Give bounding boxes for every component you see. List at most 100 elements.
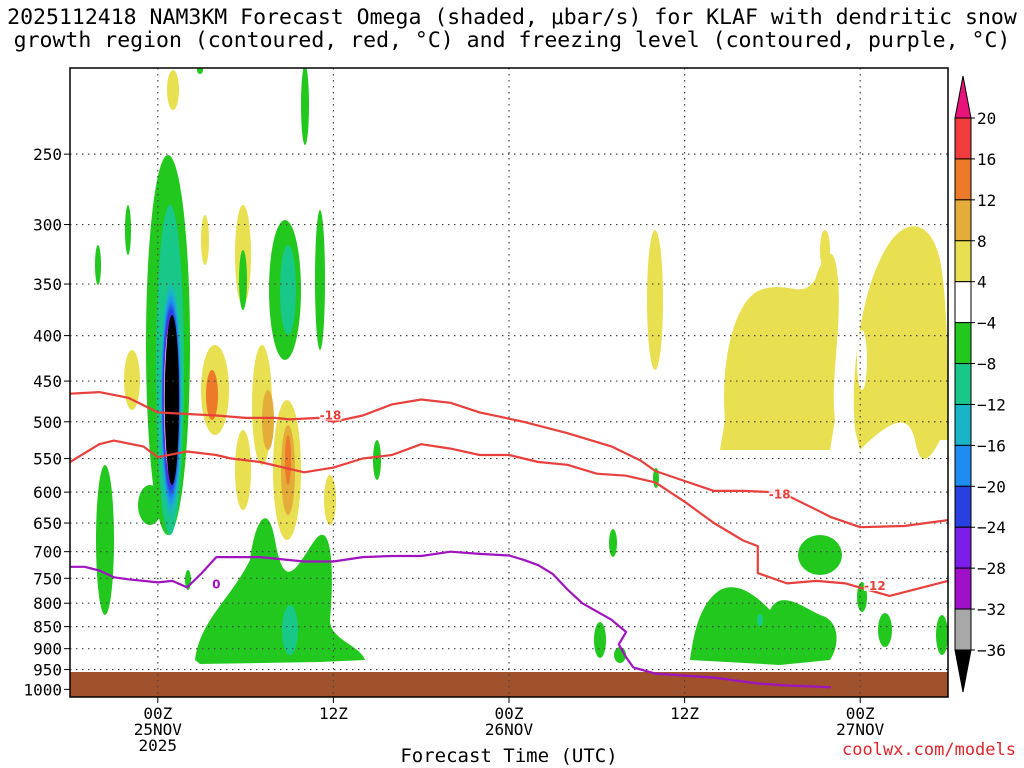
- contour-label: 0: [212, 577, 220, 591]
- colorbar-label: −12: [977, 395, 1006, 414]
- y-tick-label: 950: [33, 661, 62, 680]
- tan-patch: [262, 390, 274, 450]
- y-tick-label: 900: [33, 640, 62, 659]
- y-tick-label: 700: [33, 543, 62, 562]
- contour-labels: -18 -18 -12 0: [205, 407, 886, 593]
- colorbar-swatch: [954, 403, 972, 446]
- colorbar-swatch: [954, 199, 972, 242]
- green-patch: [315, 210, 325, 350]
- colorbar-bottom-arrow: [954, 649, 972, 693]
- colorbar-swatch: [954, 240, 972, 283]
- y-tick-label: 400: [33, 327, 62, 346]
- y-tick-label: 750: [33, 569, 62, 588]
- colorbar-label: 20: [977, 109, 996, 128]
- y-tick-label: 350: [33, 275, 62, 294]
- colorbar-label: 16: [977, 150, 996, 169]
- x-axis-label: Forecast Time (UTC): [400, 745, 618, 767]
- yellow-patch: [235, 430, 251, 510]
- colorbar: 20 16 12 8 4 −4 −8 −12 −16 −20 −24 −28 −32 −36: [954, 75, 1006, 693]
- y-tick-label: 550: [33, 450, 62, 469]
- green-patch: [301, 68, 309, 145]
- teal-patch: [282, 605, 298, 655]
- low-level-ascent: [690, 587, 837, 665]
- white-gap: [857, 330, 867, 390]
- yellow-patch: [647, 230, 663, 370]
- x-tick-label: 00Z: [495, 704, 524, 723]
- green-patch: [96, 465, 114, 615]
- contour-label-bg: [768, 486, 791, 500]
- colorbar-label: −24: [977, 518, 1006, 537]
- yellow-patch: [820, 230, 830, 270]
- colorbar-label: 12: [977, 191, 996, 210]
- teal-patch: [757, 614, 763, 626]
- green-patch: [878, 613, 892, 647]
- chart-title-line2: growth region (contoured, red, °C) and f…: [13, 28, 1011, 53]
- y-tick-label: 500: [33, 413, 62, 432]
- x-tick-year: 2025: [139, 736, 178, 755]
- x-tick-date: 25NOV: [134, 720, 183, 739]
- gridlines: [70, 68, 948, 697]
- green-patch: [197, 68, 203, 74]
- x-tick-date: 27NOV: [836, 720, 885, 739]
- colorbar-top-arrow: [954, 75, 972, 119]
- green-patch: [936, 615, 948, 655]
- colorbar-swatch: [954, 608, 972, 651]
- credit-text: coolwx.com/models: [842, 740, 1016, 760]
- y-tick-label: 1000: [23, 680, 62, 699]
- y-tick-label: 850: [33, 618, 62, 637]
- yellow-patch: [124, 350, 140, 410]
- yellow-patch: [201, 215, 209, 265]
- green-patch: [594, 622, 606, 658]
- colorbar-swatch: [954, 363, 972, 405]
- yellow-patch: [167, 70, 179, 110]
- x-tick-label: 00Z: [143, 704, 172, 723]
- colorbar-label: −8: [977, 355, 996, 374]
- green-patch: [95, 245, 101, 285]
- y-tick-label: 300: [33, 216, 62, 235]
- yellow-patch: [324, 475, 336, 525]
- colorbar-label: −4: [977, 314, 996, 333]
- contour-label-bg: [319, 407, 342, 421]
- x-tick-date: 26NOV: [485, 720, 534, 739]
- y-tick-label: 600: [33, 483, 62, 502]
- x-tick-label: 12Z: [319, 704, 348, 723]
- y-tick-label: 800: [33, 594, 62, 613]
- yellow-region: [720, 253, 839, 450]
- orange-patch: [206, 370, 218, 420]
- low-level-ascent: [195, 518, 365, 664]
- chart-title-line1: 2025112418 NAM3KM Forecast Omega (shaded…: [7, 5, 1017, 30]
- colorbar-swatch: [954, 158, 972, 201]
- contour-label: -18: [320, 409, 342, 423]
- colorbar-label: −32: [977, 600, 1006, 619]
- yellow-region: [853, 226, 948, 459]
- chart-title: 2025112418 NAM3KM Forecast Omega (shaded…: [0, 6, 1024, 52]
- teal-patch: [280, 245, 296, 335]
- colorbar-label: 8: [977, 232, 987, 251]
- y-tick-label: 250: [33, 145, 62, 164]
- contour-label: -18: [769, 488, 791, 502]
- colorbar-swatch: [954, 526, 972, 569]
- colorbar-label: −36: [977, 641, 1006, 660]
- contour-label: -12: [864, 579, 886, 593]
- contour-label-bg: [863, 577, 886, 591]
- black-core: [165, 315, 179, 485]
- x-tick-label: 12Z: [670, 704, 699, 723]
- colorbar-label: −20: [977, 477, 1006, 496]
- colorbar-swatch: [954, 322, 972, 365]
- colorbar-swatch: [954, 281, 972, 324]
- green-patch: [609, 529, 617, 557]
- contour-label-bg: [205, 576, 228, 590]
- green-patch: [138, 485, 162, 525]
- y-axis: 250 300 350 400 450 500 550 600 650 700 750 800 850 9…: [23, 145, 70, 699]
- colorbar-swatch: [954, 117, 972, 160]
- colorbar-swatch: [954, 444, 972, 487]
- y-tick-label: 650: [33, 514, 62, 533]
- orange-patch: [285, 435, 291, 485]
- green-patch: [125, 205, 131, 255]
- green-patch: [373, 440, 381, 480]
- colorbar-swatch: [954, 485, 972, 528]
- colorbar-label: −28: [977, 559, 1006, 578]
- colorbar-label: −16: [977, 436, 1006, 455]
- x-tick-label: 00Z: [846, 704, 875, 723]
